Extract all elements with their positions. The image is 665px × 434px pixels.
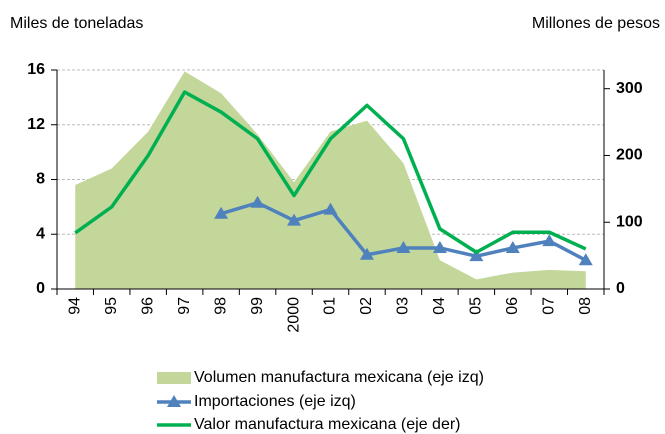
marker (359, 247, 374, 260)
x-tick-label: 04 (431, 297, 448, 315)
y2-axis-title: Millones de pesos (532, 15, 660, 32)
y-tick-label: 0 (36, 280, 45, 297)
y-tick-label: 8 (36, 171, 45, 188)
x-tick-label: 99 (249, 297, 266, 315)
y2-tick-label: 100 (616, 213, 643, 230)
marker (505, 240, 520, 253)
x-tick-label: 05 (468, 297, 485, 315)
y2-tick-label: 300 (616, 80, 643, 97)
marker (250, 195, 265, 208)
marker (287, 213, 302, 226)
x-tick-label: 06 (504, 297, 521, 315)
y2-tick-label: 0 (616, 280, 625, 297)
x-tick-label: 2000 (285, 297, 302, 333)
marker (323, 202, 338, 215)
marker (396, 240, 411, 253)
x-tick-label: 07 (541, 297, 558, 315)
y-tick-label: 4 (36, 225, 45, 242)
x-tick-label: 98 (212, 297, 229, 315)
line (74, 90, 587, 255)
y-tick-label: 12 (27, 116, 45, 133)
legend-label: Valor manufactura mexicana (eje der) (194, 416, 461, 433)
y-tick-label: 16 (27, 61, 45, 78)
x-tick-label: 97 (176, 297, 193, 315)
marker (214, 206, 229, 219)
legend-swatch (157, 372, 191, 384)
marker (578, 253, 593, 266)
x-tick-label: 01 (322, 297, 339, 315)
marker (432, 240, 447, 253)
y-axis-title: Miles de toneladas (10, 15, 143, 32)
x-tick-label: 02 (358, 297, 375, 315)
marker (469, 249, 484, 262)
x-tick-label: 96 (139, 297, 156, 315)
x-tick-label: 95 (103, 297, 120, 315)
area (75, 71, 586, 290)
x-tick-label: 08 (577, 297, 594, 315)
x-tick-label: 94 (66, 297, 83, 315)
marker (542, 234, 557, 247)
x-tick-label: 03 (395, 297, 412, 315)
y2-tick-label: 200 (616, 147, 643, 164)
legend-marker (167, 395, 181, 407)
legend-label: Importaciones (eje izq) (194, 393, 356, 410)
legend-label: Volumen manufactura mexicana (eje izq) (194, 369, 484, 386)
